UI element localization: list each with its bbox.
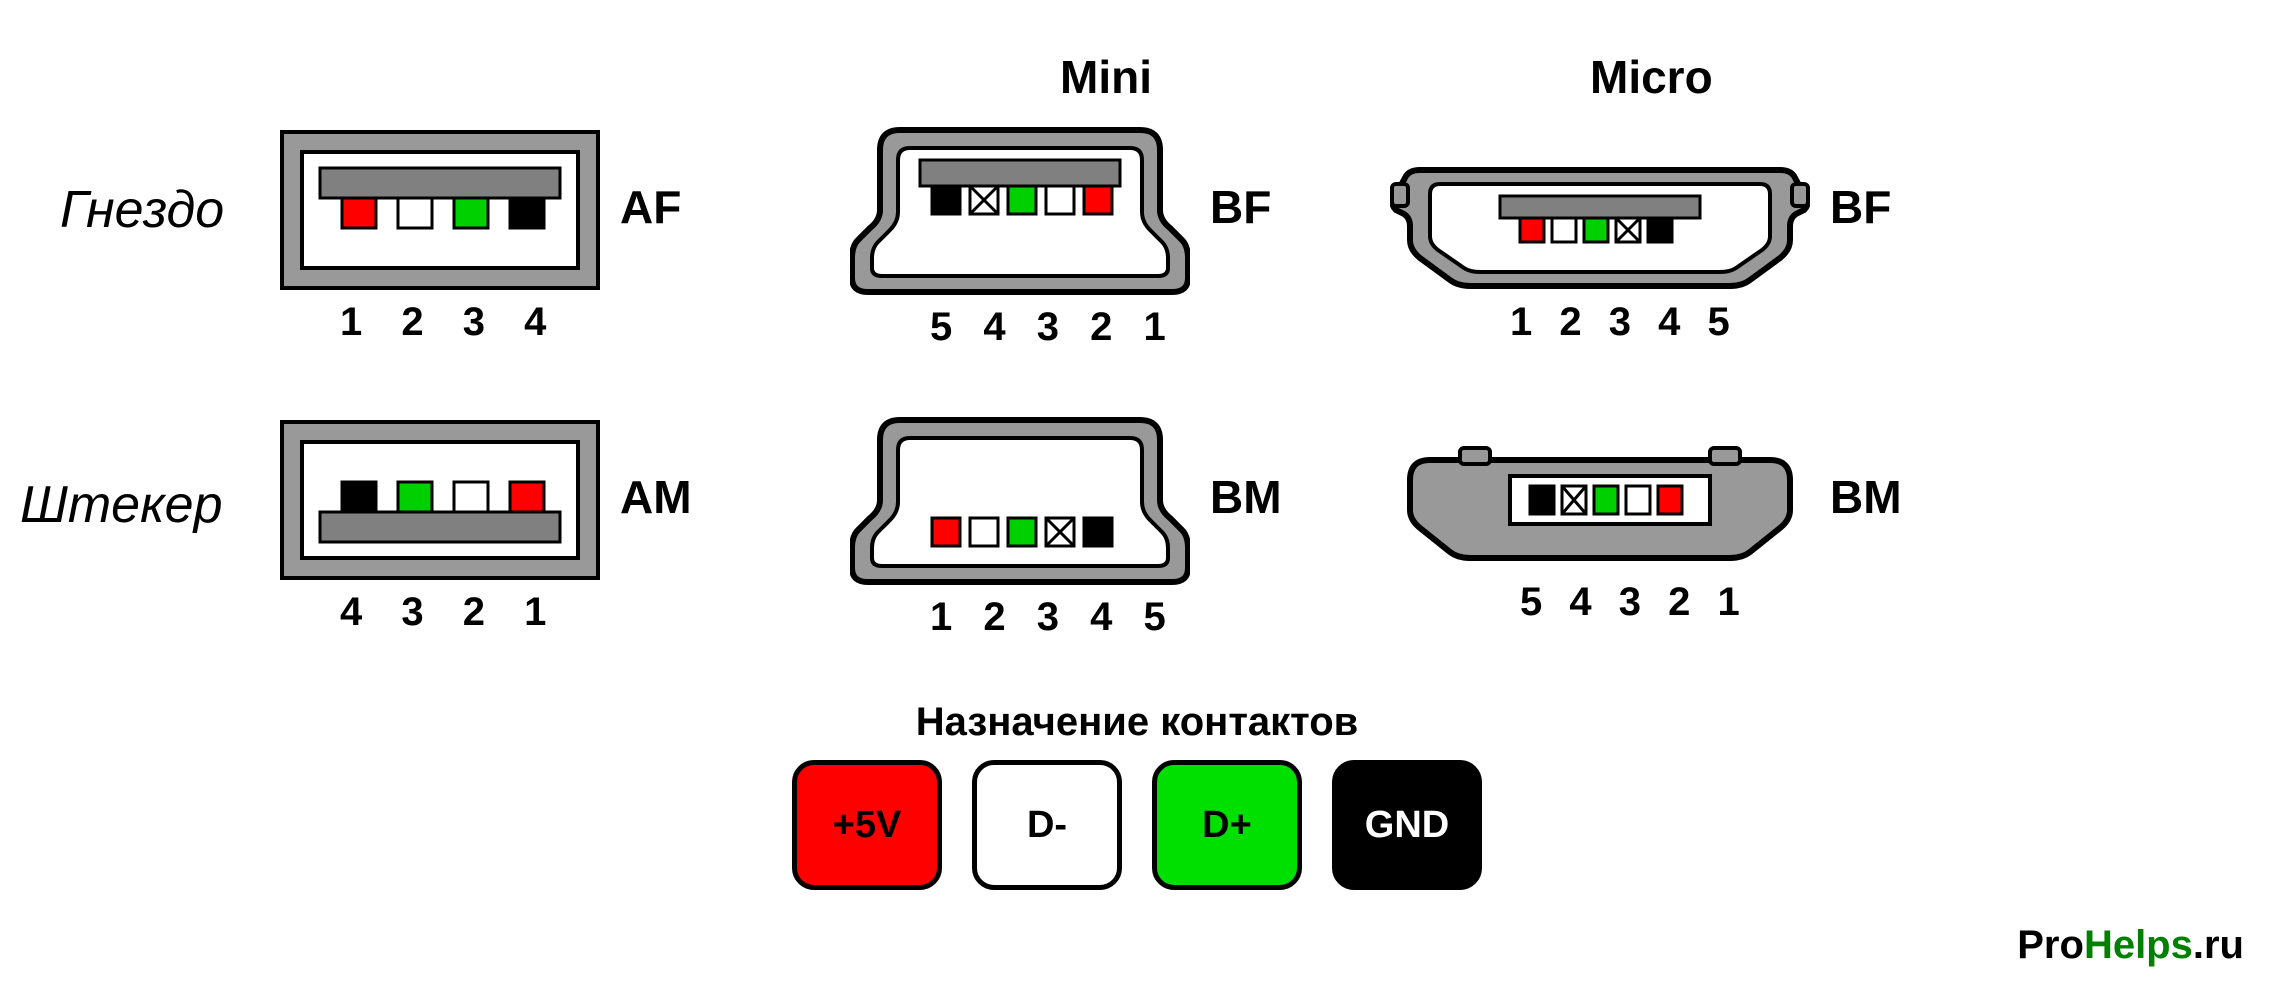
type-label-am: AM — [620, 470, 692, 524]
type-label-af: AF — [620, 180, 681, 234]
watermark-mid: Helps — [2084, 923, 2193, 967]
connector-micro-bf — [1390, 140, 1810, 290]
pin-numbers-micro-bf: 1 2 3 4 5 — [1510, 300, 1738, 345]
col-header-mini: Mini — [1060, 50, 1152, 104]
watermark: ProHelps.ru — [2017, 923, 2244, 968]
row-label-socket: Гнездо — [60, 180, 224, 240]
type-label-micro-bf: BF — [1830, 180, 1891, 234]
legend-label-5v: +5V — [833, 804, 902, 847]
pin-numbers-am: 4 3 2 1 — [340, 590, 560, 635]
type-label-mini-bm: BM — [1210, 470, 1282, 524]
pin-numbers-micro-bm: 5 4 3 2 1 — [1520, 580, 1748, 625]
legend-box-5v: +5V — [792, 760, 942, 890]
connector-micro-bm — [1390, 440, 1810, 570]
legend-box-gnd: GND — [1332, 760, 1482, 890]
connector-af — [280, 130, 600, 290]
connector-mini-bf — [850, 120, 1190, 300]
col-header-micro: Micro — [1590, 50, 1713, 104]
watermark-pre: Pro — [2017, 923, 2084, 967]
type-label-micro-bm: BM — [1830, 470, 1902, 524]
watermark-post: .ru — [2193, 923, 2244, 967]
legend-box-dplus: D+ — [1152, 760, 1302, 890]
connector-am — [280, 420, 600, 580]
type-label-mini-bf: BF — [1210, 180, 1271, 234]
pin-numbers-af: 1 2 3 4 — [340, 300, 560, 345]
legend-row: +5V D- D+ GND — [0, 760, 2274, 890]
row-label-plug: Штекер — [20, 475, 223, 535]
legend-label-dminus: D- — [1027, 804, 1067, 847]
legend-box-dminus: D- — [972, 760, 1122, 890]
pin-numbers-mini-bf: 5 4 3 2 1 — [930, 305, 1176, 350]
legend-label-dplus: D+ — [1202, 804, 1252, 847]
pin-numbers-mini-bm: 1 2 3 4 5 — [930, 595, 1176, 640]
legend-title: Назначение контактов — [0, 700, 2274, 745]
legend-label-gnd: GND — [1365, 804, 1449, 847]
connector-mini-bm — [850, 410, 1190, 590]
